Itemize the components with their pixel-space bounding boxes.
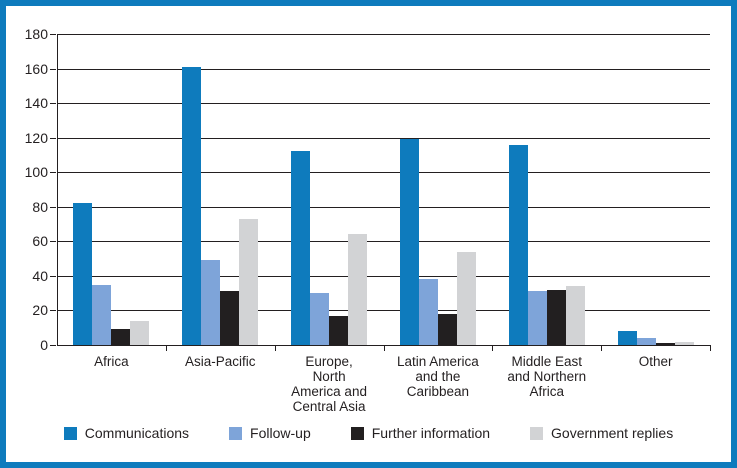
y-axis-tick-label: 120 <box>24 129 48 146</box>
legend: Communications Follow-up Further informati… <box>6 426 731 440</box>
y-axis-tick-mark <box>50 68 56 70</box>
y-axis-tick-label: 160 <box>24 60 48 77</box>
bar-follow-up <box>636 338 656 345</box>
category-label: Latin America and the Caribbean <box>397 354 479 399</box>
bar-government-replies <box>239 218 259 345</box>
legend-item: Further information <box>350 425 491 441</box>
gridline-60 <box>57 241 710 243</box>
bar-further-information <box>437 313 457 345</box>
legend-swatch-icon <box>229 426 243 440</box>
bar-government-replies <box>456 251 476 345</box>
y-axis-tick-mark <box>50 34 56 35</box>
bar-government-replies <box>130 320 150 345</box>
y-axis-tick-mark <box>50 206 56 208</box>
x-axis-tick-mark <box>165 345 167 351</box>
y-axis-tick-label: 0 <box>40 337 48 353</box>
gridline-140 <box>57 103 710 105</box>
gridline-100 <box>57 172 710 174</box>
bar-further-information <box>655 343 675 345</box>
bar-further-information <box>546 289 566 345</box>
category-label: Africa <box>94 354 129 369</box>
gridline-40 <box>57 275 710 277</box>
bar-communications <box>508 144 528 345</box>
bar-government-replies <box>674 341 694 345</box>
legend-item: Follow-up <box>229 426 311 440</box>
category-label: Asia-Pacific <box>184 354 256 369</box>
y-axis-tick-label: 80 <box>32 198 48 215</box>
gridline-20 <box>57 310 710 312</box>
bar-further-information <box>329 315 349 345</box>
bar-communications <box>182 66 202 345</box>
legend-item: Government replies <box>530 426 673 440</box>
legend-label: Communications <box>84 425 190 441</box>
x-axis-tick-mark <box>492 345 494 351</box>
bar-communications <box>73 203 93 345</box>
legend-label: Government replies <box>551 425 674 441</box>
bar-follow-up <box>418 279 438 345</box>
y-axis-tick-label: 60 <box>32 233 48 250</box>
y-axis-tick-label: 40 <box>32 267 48 284</box>
legend-item: Communications <box>63 425 190 441</box>
plot-area <box>57 34 710 345</box>
y-axis-line <box>57 34 58 346</box>
bar-government-replies <box>348 234 368 345</box>
legend-swatch-icon <box>530 426 544 440</box>
bar-communications <box>399 139 419 345</box>
y-axis-tick-mark <box>50 275 56 277</box>
category-label: Europe, North America and Central Asia <box>291 354 367 414</box>
y-axis-tick-mark <box>50 103 56 105</box>
y-axis-tick-mark <box>50 345 56 346</box>
bar-further-information <box>111 329 131 345</box>
category-label: Middle East and Northern Africa <box>507 354 587 399</box>
y-axis-tick-label: 20 <box>32 302 48 319</box>
y-axis-tick-mark <box>50 172 56 174</box>
category-label: Other <box>638 354 673 369</box>
gridline-80 <box>57 206 710 208</box>
x-axis-tick-mark <box>274 345 276 351</box>
legend-label: Follow-up <box>250 425 311 441</box>
y-axis-tick-label: 180 <box>24 26 48 42</box>
x-axis-tick-mark <box>383 345 385 351</box>
y-axis-tick-mark <box>50 137 56 139</box>
bar-communications <box>617 331 637 345</box>
bar-follow-up <box>310 293 330 345</box>
bar-government-replies <box>565 286 585 345</box>
gridline-120 <box>57 137 710 139</box>
legend-swatch-icon <box>63 426 77 440</box>
gridline-180 <box>57 34 710 35</box>
bar-communications <box>291 151 311 345</box>
bar-follow-up <box>201 260 221 345</box>
x-axis-tick-mark <box>601 345 603 351</box>
legend-swatch-icon <box>350 426 364 440</box>
bar-follow-up <box>92 284 112 345</box>
gridline-160 <box>57 68 710 70</box>
y-axis-tick-label: 140 <box>24 95 48 112</box>
x-axis-tick-mark <box>710 345 711 351</box>
y-axis-tick-mark <box>50 310 56 312</box>
bar-follow-up <box>527 291 547 345</box>
bar-further-information <box>220 291 240 345</box>
legend-label: Further information <box>371 425 491 441</box>
y-axis-tick-label: 100 <box>24 164 48 181</box>
y-axis-tick-mark <box>50 241 56 243</box>
